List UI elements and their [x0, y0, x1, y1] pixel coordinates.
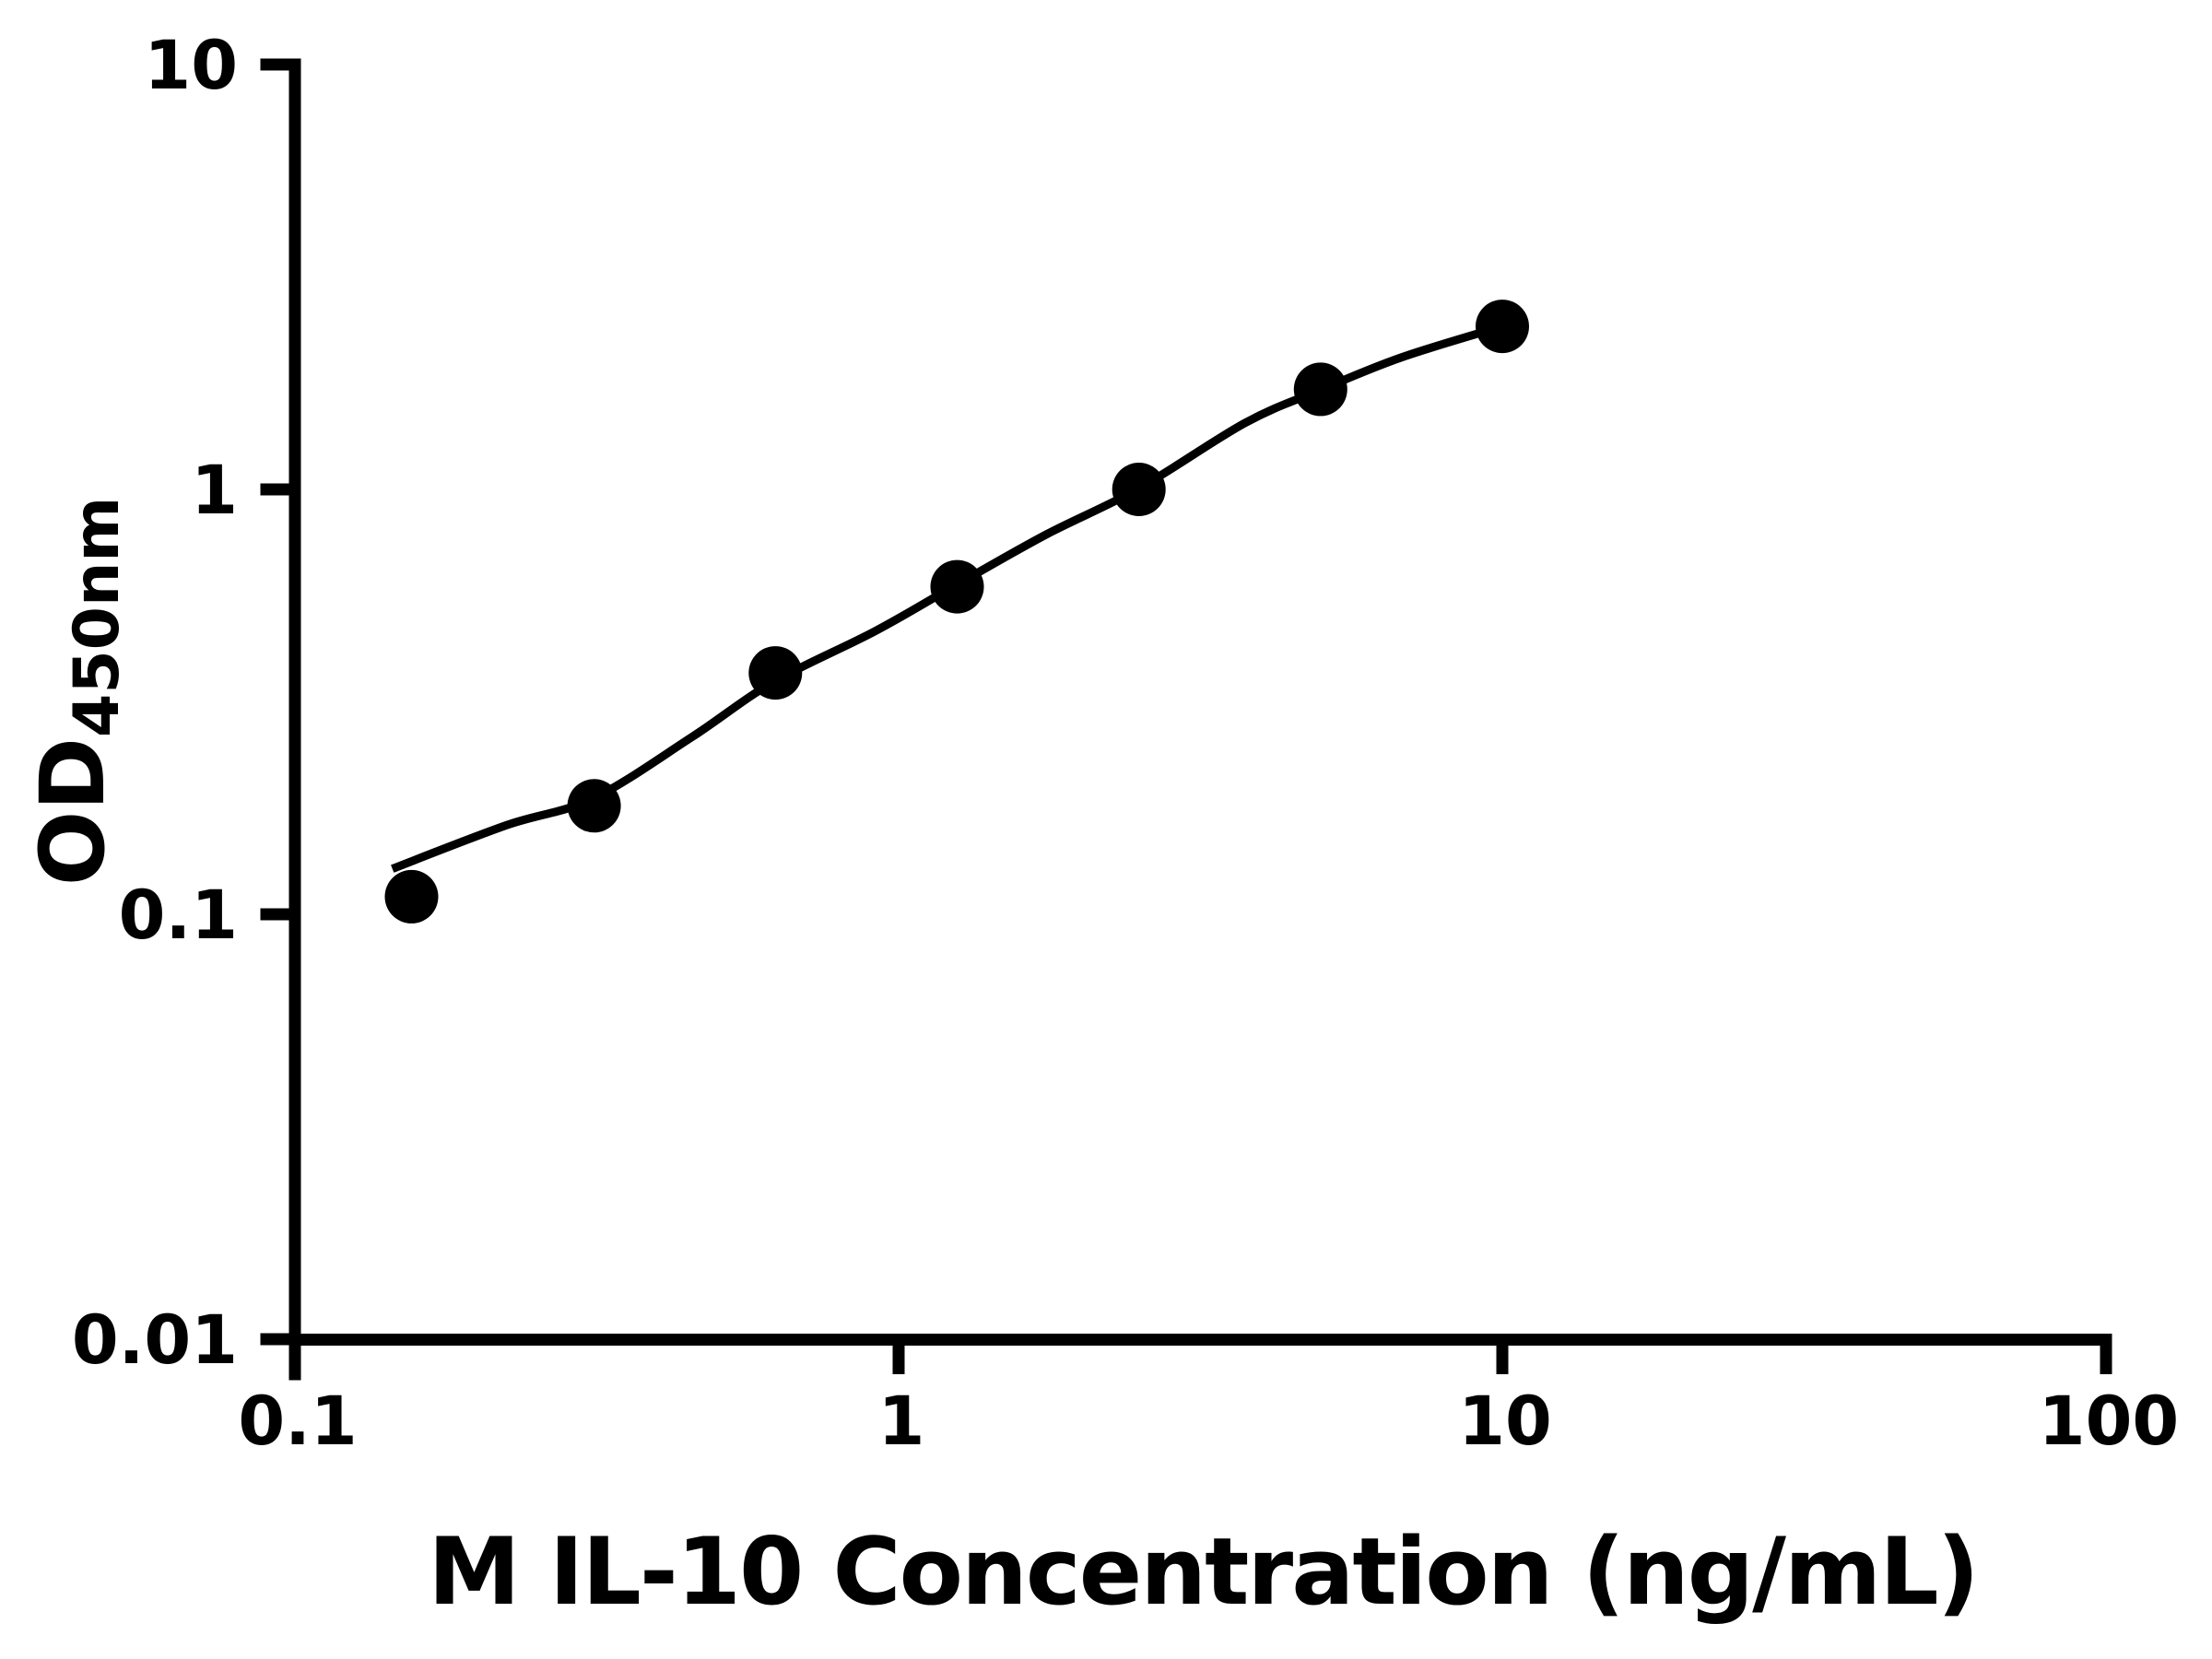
- data-point-marker: [930, 559, 984, 614]
- y-axis-ticks: [260, 58, 295, 1346]
- data-point-marker: [384, 869, 439, 924]
- y-tick-label-0: 10: [144, 27, 238, 105]
- data-point-markers: [384, 300, 1529, 924]
- x-tick-label-2: 10: [1458, 1382, 1552, 1461]
- data-point-marker: [1112, 463, 1166, 516]
- x-tick-label-1: 1: [878, 1382, 925, 1461]
- y-tick-label-3: 0.01: [72, 1301, 238, 1380]
- axes: [288, 58, 2112, 1381]
- x-tick-label-0: 0.1: [238, 1382, 357, 1461]
- y-tick-label-1: 1: [191, 452, 238, 530]
- y-axis-tick-labels: 10 1 0.1 0.01: [72, 27, 238, 1380]
- data-point-marker: [748, 646, 803, 700]
- y-axis-title: OD450nm: [21, 497, 134, 887]
- x-axis-tick-labels: 0.1 1 10 100: [238, 1382, 2179, 1461]
- y-tick-label-2: 0.1: [119, 877, 238, 955]
- x-axis-title: M IL-10 Concentration (ng/mL): [428, 1517, 1978, 1626]
- x-axis-ticks: [288, 1339, 2112, 1374]
- data-point-marker: [1293, 362, 1347, 417]
- x-tick-label-3: 100: [2039, 1382, 2179, 1461]
- y-axis-title-main: OD: [21, 737, 124, 886]
- y-axis-title-sub: 450nm: [61, 497, 134, 737]
- data-point-marker: [1476, 300, 1529, 354]
- data-point-marker: [567, 779, 621, 833]
